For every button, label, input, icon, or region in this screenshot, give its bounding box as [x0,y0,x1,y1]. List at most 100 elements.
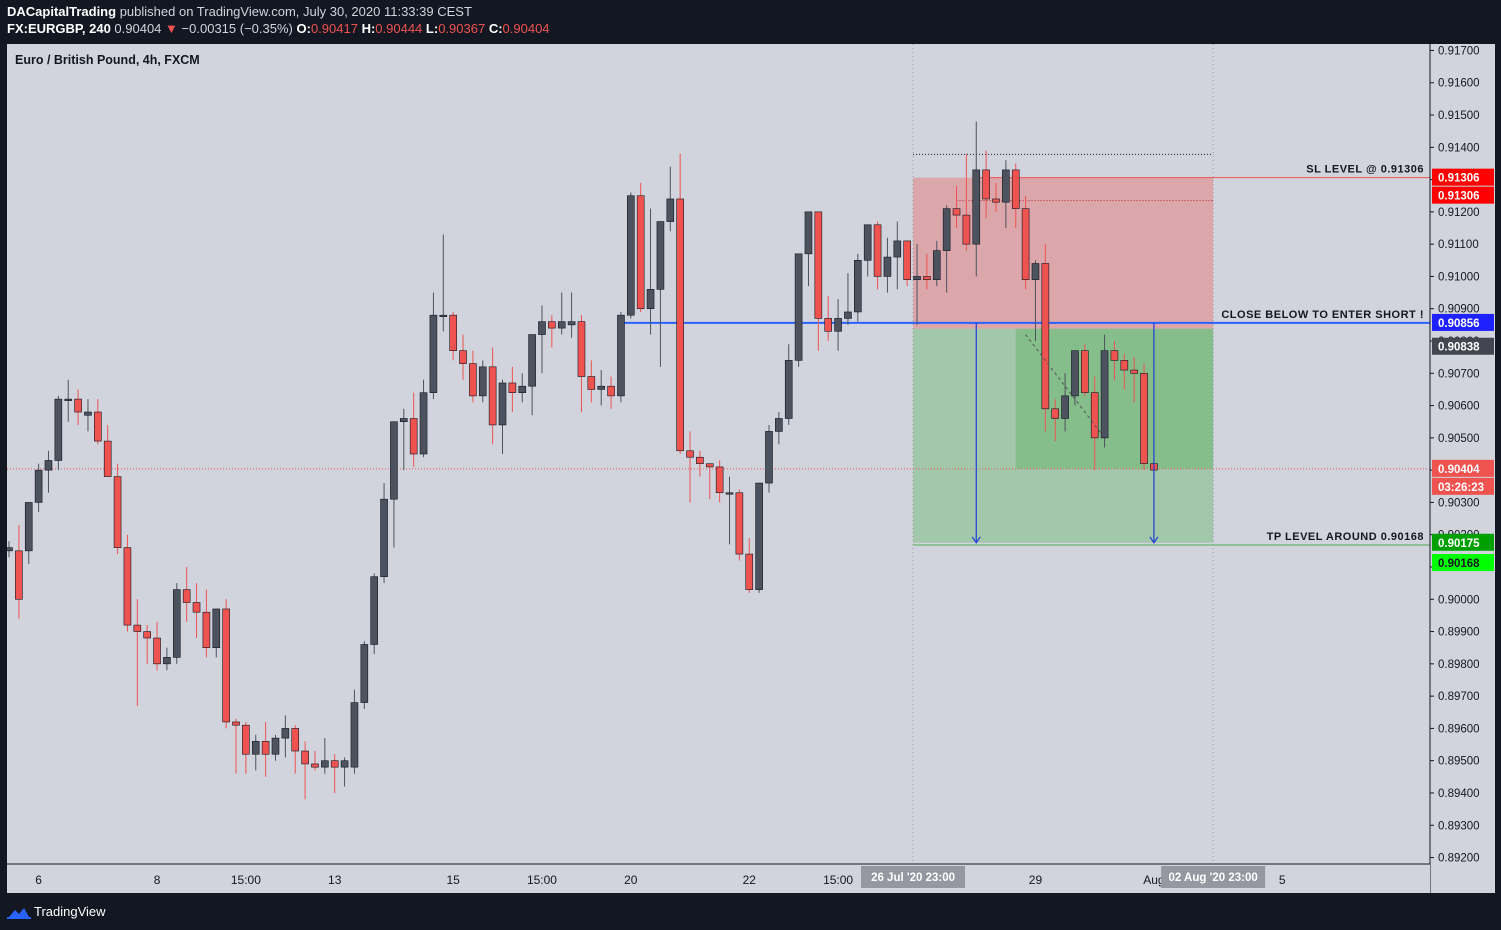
projection-arrow-head [971,536,981,544]
chart-area[interactable]: SL LEVEL @ 0.91306 CLOSE BELOW TO ENTER S… [7,44,1495,893]
x-tick-label: 5 [1279,873,1286,887]
candle-body [222,608,230,723]
candle-body [1130,369,1138,374]
candle-body [794,253,803,361]
published-text: published on TradingView.com, July 30, 2… [119,4,472,19]
x-tick-label: 15 [446,873,460,887]
level-label: SL LEVEL @ 0.91306 [1306,164,1424,176]
y-tick-label: 0.91000 [1438,271,1480,283]
candle-body [34,469,43,503]
candle-body [587,376,596,390]
candle-body [281,728,290,739]
candle-body [321,760,329,768]
symbol-name: FX:EURGBP, 240 [7,21,111,36]
candle-body [607,385,615,397]
candle-body [557,321,566,329]
candle-body [775,418,783,432]
candle-body [666,198,675,222]
candle-body [498,382,507,426]
candle-body [893,240,902,258]
candle-body [1090,392,1099,439]
level-label: TP LEVEL AROUND 0.90168 [1267,531,1424,543]
candle-body [44,460,53,471]
low-value: 0.90367 [438,21,486,36]
time-badge-label: 26 Jul '20 23:00 [871,872,955,884]
time-badge [861,866,966,888]
price-change: −0.00315 (−0.35%) [181,21,293,36]
candle-body [518,385,527,393]
candle-body [232,721,240,726]
price-badge-label: 0.91306 [1438,191,1480,203]
candle-body [84,411,92,416]
candle-body [261,741,270,755]
y-tick-label: 0.89500 [1438,756,1480,768]
open-label: O: [296,21,311,36]
candle-body [113,476,122,548]
candle-body [429,314,438,393]
close-label: C: [488,21,503,36]
x-tick-label: 22 [743,873,757,887]
down-arrow-icon: ▼ [165,21,178,36]
candle-body [863,224,872,261]
candle-body [163,657,171,665]
candle-body [577,321,586,377]
candle-body [567,321,576,326]
y-tick-label: 0.89900 [1438,627,1480,639]
candle-body [676,198,684,452]
candle-body [143,631,151,639]
author-name[interactable]: DACapitalTrading [7,4,117,19]
candle-body [617,314,625,397]
y-tick-label: 0.89700 [1438,691,1480,703]
candle-body [212,608,221,649]
brand-name[interactable]: TradingView [34,904,106,919]
candle-body [942,208,951,251]
candle-body [172,589,181,658]
price-badge [1432,477,1494,495]
publish-line: DACapitalTrading published on TradingVie… [7,4,472,19]
candle-body [64,398,73,401]
candle-body [656,221,665,290]
candle-body [251,741,260,755]
chart-header: DACapitalTrading published on TradingVie… [0,0,1501,40]
price-badge-label: 0.90838 [1438,342,1480,354]
price-badge-label: 0.91306 [1438,173,1480,185]
level-label: CLOSE BELOW TO ENTER SHORT ! [1221,309,1424,321]
candle-body [548,321,556,329]
candle-body [153,637,161,665]
price-badge [1432,554,1494,572]
tradingview-cloud-icon[interactable] [7,905,31,919]
candle-body [824,318,833,332]
candle-body [350,702,359,768]
candle-body [7,547,13,552]
candle-body [627,195,635,316]
candle-body [1100,350,1109,439]
x-tick-label: 15:00 [231,873,261,887]
candle-body [340,760,349,768]
candle-body [1061,395,1069,419]
candle-body [854,259,862,313]
candle-body [330,760,339,768]
candle-body [291,728,300,752]
candle-body [123,547,132,626]
price-chart[interactable]: SL LEVEL @ 0.91306 CLOSE BELOW TO ENTER S… [7,44,1495,893]
candle-body [636,195,645,310]
y-tick-label: 0.91700 [1438,45,1480,57]
y-tick-label: 0.90300 [1438,497,1480,509]
candle-body [972,169,981,245]
candle-body [1051,408,1060,419]
candle-body [528,334,536,387]
candle-body [370,576,378,645]
candle-body [54,398,63,461]
candle-body [735,492,744,555]
candle-body [271,737,280,755]
candle-body [784,360,793,419]
candle-body [478,366,487,397]
plot-background [7,44,1430,864]
candle-body [1011,169,1020,209]
last-price: 0.90404 [114,21,162,36]
candle-body [311,763,319,768]
y-tick-label: 0.89200 [1438,853,1480,865]
close-value: 0.90404 [502,21,550,36]
candle-body [390,421,398,500]
candle-body [1021,208,1030,280]
